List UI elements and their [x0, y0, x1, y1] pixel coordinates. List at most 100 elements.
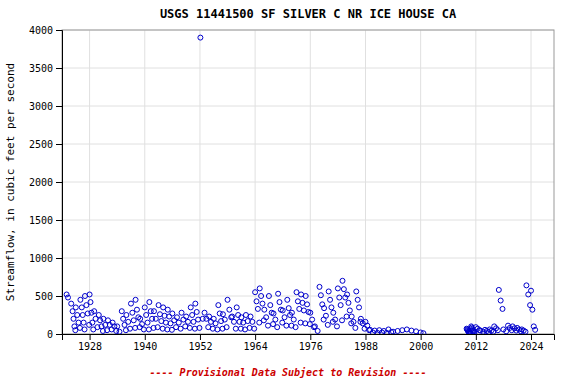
point: [523, 329, 528, 334]
point: [254, 299, 259, 304]
y-axis: 05001000150020002500300035004000: [29, 25, 63, 340]
x-tick-mark: [200, 334, 201, 340]
point: [215, 327, 220, 332]
x-tick: 2024: [519, 334, 543, 352]
point: [202, 310, 207, 315]
y-tick-mark: [56, 30, 62, 31]
y-tick-label: 4000: [29, 25, 53, 36]
point: [291, 317, 296, 322]
x-tick-label: 1976: [299, 341, 323, 352]
x-axis-line: [63, 335, 555, 341]
x-tick: 1964: [244, 334, 268, 352]
point: [318, 293, 323, 298]
point: [340, 318, 345, 323]
annotation: ---- Provisional Data Subject to Revisio…: [150, 367, 427, 378]
point: [81, 320, 86, 325]
point: [170, 311, 175, 316]
point: [328, 297, 333, 302]
y-tick-label: 1500: [29, 215, 53, 226]
point: [176, 320, 181, 325]
y-grid-line: [62, 182, 554, 183]
point: [317, 284, 322, 289]
y-grid-line: [62, 258, 554, 259]
point: [88, 300, 93, 305]
point: [495, 328, 500, 333]
point: [253, 290, 258, 295]
point: [142, 305, 147, 310]
point: [194, 309, 199, 314]
x-tick: 1976: [299, 334, 323, 352]
point: [337, 295, 342, 300]
point: [198, 35, 203, 40]
y-tick-mark: [56, 220, 62, 221]
point: [308, 310, 313, 315]
x-tick: 1928: [78, 334, 102, 352]
y-tick-label: 3000: [29, 101, 53, 112]
point: [230, 314, 235, 319]
point: [524, 283, 529, 288]
x-tick-label: 1928: [78, 341, 102, 352]
point: [126, 319, 131, 324]
point: [75, 313, 80, 318]
point: [341, 287, 346, 292]
point: [92, 309, 97, 314]
point: [64, 292, 69, 297]
point: [284, 323, 289, 328]
point: [305, 302, 310, 307]
point: [326, 289, 331, 294]
point: [138, 316, 143, 321]
x-tick: 1952: [188, 334, 212, 352]
y-tick-mark: [56, 68, 62, 69]
point: [167, 314, 172, 319]
point: [310, 317, 315, 322]
y-tick-mark: [56, 106, 62, 107]
y-tick-label: 2000: [29, 177, 53, 188]
point: [262, 307, 267, 312]
point: [252, 326, 257, 331]
point: [293, 325, 298, 330]
x-tick: 1940: [133, 334, 157, 352]
y-axis-line: [56, 31, 63, 335]
point: [357, 305, 362, 310]
y-tick: 0: [47, 329, 62, 340]
point: [335, 286, 340, 291]
point: [303, 294, 308, 299]
point: [174, 315, 179, 320]
y-tick-label: 2500: [29, 139, 53, 150]
point: [255, 306, 260, 311]
point: [124, 313, 129, 318]
x-tick-mark: [255, 334, 256, 340]
y-tick: 4000: [29, 25, 62, 36]
point: [354, 289, 359, 294]
point: [115, 324, 120, 329]
y-tick: 3500: [29, 63, 62, 74]
point: [233, 326, 238, 331]
point: [355, 297, 360, 302]
points: [64, 35, 538, 334]
point: [87, 292, 92, 297]
point: [271, 311, 276, 316]
point: [500, 306, 505, 311]
point: [325, 322, 330, 327]
point: [331, 310, 336, 315]
point: [351, 319, 356, 324]
point: [184, 314, 189, 319]
point: [147, 300, 152, 305]
y-tick-mark: [56, 144, 62, 145]
point: [185, 319, 190, 324]
point: [134, 307, 139, 312]
point: [277, 300, 282, 305]
x-tick-label: 2012: [464, 341, 488, 352]
x-tick-mark: [421, 334, 422, 340]
point: [322, 306, 327, 311]
y-tick: 2500: [29, 139, 62, 150]
grid: [62, 30, 554, 334]
point: [260, 301, 265, 306]
y-tick: 3000: [29, 101, 62, 112]
point: [266, 294, 271, 299]
chart: 1928194019521964197619882000201220240500…: [0, 0, 576, 384]
point: [268, 303, 273, 308]
point: [133, 297, 138, 302]
point: [197, 325, 202, 330]
point: [231, 319, 236, 324]
